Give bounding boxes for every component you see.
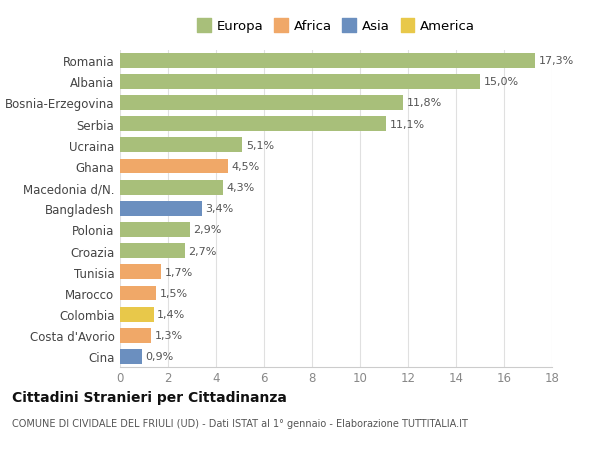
Bar bbox=[120, 138, 242, 153]
Bar bbox=[120, 180, 223, 195]
Bar bbox=[120, 96, 403, 111]
Bar bbox=[120, 286, 156, 301]
Bar bbox=[120, 202, 202, 216]
Bar bbox=[120, 117, 386, 132]
Text: 1,5%: 1,5% bbox=[160, 288, 188, 298]
Text: 11,8%: 11,8% bbox=[407, 98, 442, 108]
Legend: Europa, Africa, Asia, America: Europa, Africa, Asia, America bbox=[193, 16, 479, 37]
Bar bbox=[120, 54, 535, 68]
Text: 11,1%: 11,1% bbox=[390, 119, 425, 129]
Bar bbox=[120, 328, 151, 343]
Text: Cittadini Stranieri per Cittadinanza: Cittadini Stranieri per Cittadinanza bbox=[12, 390, 287, 404]
Text: 15,0%: 15,0% bbox=[484, 77, 519, 87]
Bar bbox=[120, 159, 228, 174]
Text: 17,3%: 17,3% bbox=[539, 56, 574, 66]
Text: 4,3%: 4,3% bbox=[227, 183, 255, 193]
Text: 1,7%: 1,7% bbox=[164, 267, 193, 277]
Text: 2,7%: 2,7% bbox=[188, 246, 217, 256]
Text: 1,3%: 1,3% bbox=[155, 330, 183, 341]
Bar bbox=[120, 307, 154, 322]
Bar bbox=[120, 265, 161, 280]
Text: 3,4%: 3,4% bbox=[205, 204, 233, 214]
Text: 0,9%: 0,9% bbox=[145, 352, 173, 362]
Text: COMUNE DI CIVIDALE DEL FRIULI (UD) - Dati ISTAT al 1° gennaio - Elaborazione TUT: COMUNE DI CIVIDALE DEL FRIULI (UD) - Dat… bbox=[12, 418, 468, 428]
Bar bbox=[120, 75, 480, 90]
Text: 4,5%: 4,5% bbox=[232, 162, 260, 172]
Bar bbox=[120, 244, 185, 258]
Text: 1,4%: 1,4% bbox=[157, 309, 185, 319]
Text: 5,1%: 5,1% bbox=[246, 140, 274, 151]
Bar bbox=[120, 223, 190, 237]
Text: 2,9%: 2,9% bbox=[193, 225, 221, 235]
Bar bbox=[120, 349, 142, 364]
